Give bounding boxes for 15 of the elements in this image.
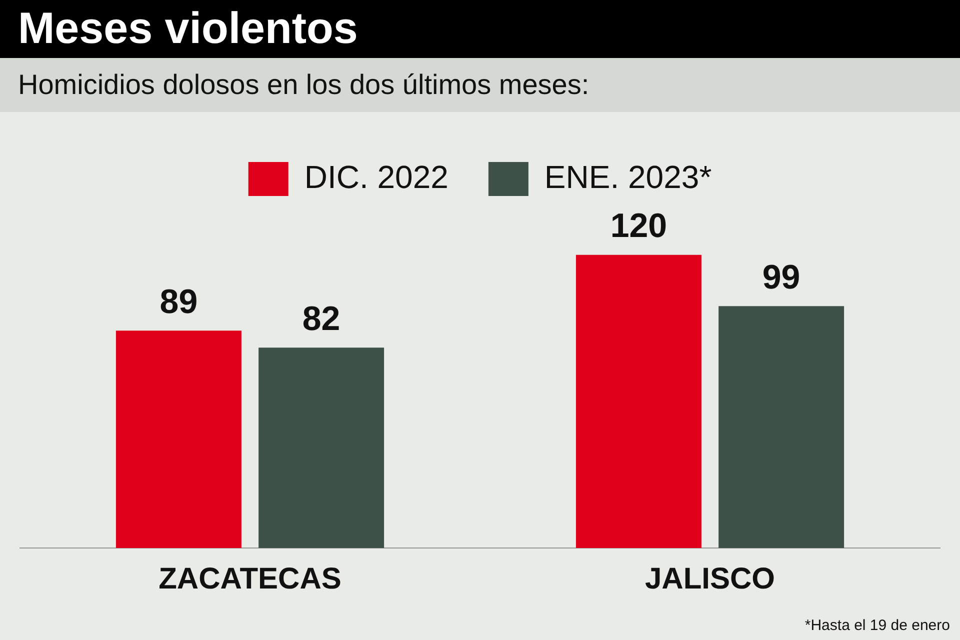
legend-label: ENE. 2023* [544, 158, 712, 195]
text: *Hasta el 19 de enero [804, 617, 950, 634]
x-tick-label: ZACATECAS [158, 562, 342, 596]
legend-label: DIC. 2022 [304, 158, 448, 195]
data-label: 89 [160, 282, 198, 321]
bar [116, 330, 242, 548]
chart-title: Meses violentos [0, 0, 960, 58]
chart-subtitle: Homicidios dolosos en los dos últimos meses: [0, 58, 960, 112]
data-label: 99 [762, 258, 800, 297]
bar [718, 306, 844, 548]
data-label: 82 [302, 300, 340, 338]
bar [576, 254, 702, 548]
x-tick-label: JALISCO [644, 562, 776, 596]
data-label: 120 [610, 207, 668, 246]
bar [258, 348, 384, 548]
